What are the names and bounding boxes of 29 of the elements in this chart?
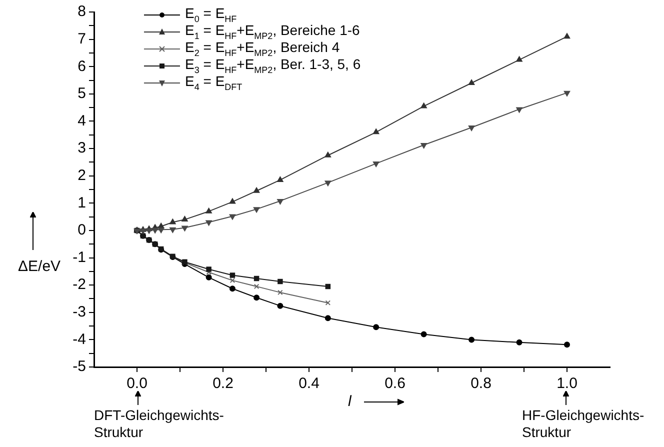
- y-tick-label: -3: [72, 304, 86, 321]
- y-tick-label: 6: [78, 58, 86, 75]
- x-tick-label: 0.2: [212, 375, 234, 392]
- y-tick-label: 5: [78, 85, 86, 102]
- y-tick-label: -1: [72, 248, 86, 266]
- text: DFT-Gleichgewichts-Struktur: [94, 407, 225, 441]
- x-tick-label: 0.0: [126, 375, 148, 392]
- y-tick-label: -2: [72, 276, 86, 294]
- text: HF-Gleichgewichts-Struktur: [522, 407, 646, 441]
- x-tick-label: 1.0: [556, 375, 578, 392]
- y-tick-label: 3: [78, 140, 86, 157]
- y-tick-label: 2: [78, 166, 86, 184]
- legend-label: E$_{0}$ = E$_{HF}$: [185, 5, 237, 24]
- x-axis-title: l: [348, 393, 352, 410]
- y-tick-label: 1: [78, 194, 86, 212]
- legend-label: E$_{4}$ = E$_{DFT}$: [185, 73, 242, 92]
- legend-label: E$_{2}$ = E$_{HF}$+E$_{MP2}$, Bereich 4: [185, 39, 340, 58]
- legend-label: E$_{1}$ = E$_{HF}$+E$_{MP2}$, Bereiche 1-6: [185, 22, 360, 41]
- y-tick-label: 7: [78, 30, 86, 48]
- x-tick-label: 0.8: [470, 375, 492, 392]
- y-tick-label: -4: [72, 330, 86, 348]
- legend-label: E$_{3}$ = E$_{HF}$+E$_{MP2}$, Ber. 1-3, 5, 6: [185, 56, 361, 75]
- y-tick-label: 8: [78, 3, 86, 20]
- x-tick-label: 0.4: [298, 375, 320, 392]
- y-tick-label: -5: [72, 358, 86, 376]
- y-tick-label: 0: [78, 222, 86, 239]
- x-tick-label: 0.6: [384, 375, 406, 392]
- y-axis-title: ΔE/eV: [18, 258, 61, 275]
- y-tick-label: 4: [78, 112, 86, 130]
